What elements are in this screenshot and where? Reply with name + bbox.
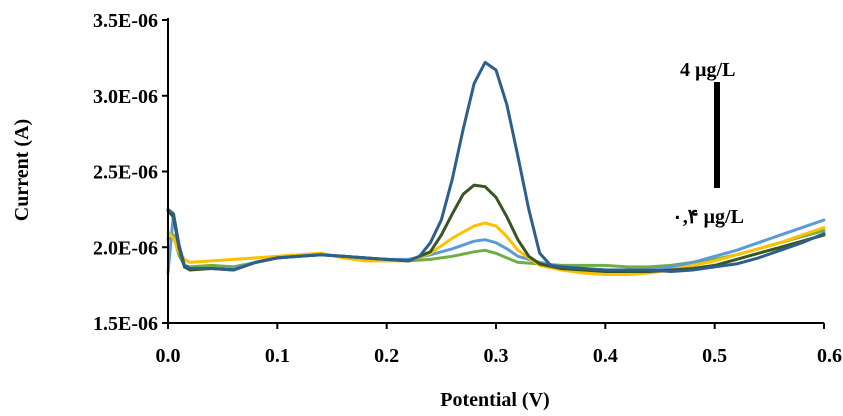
plot-area — [166, 60, 826, 276]
y-tick-label: 3.0E-06 — [93, 86, 158, 108]
y-axis-title: Current (A) — [11, 119, 33, 221]
y-tick-label: 1.5E-06 — [93, 313, 158, 335]
x-axis-title: Potential (V) — [440, 389, 549, 411]
x-tick-label: 0.5 — [702, 345, 727, 367]
y-tick-label: 2.5E-06 — [93, 162, 158, 184]
x-tick-label: 0.4 — [593, 345, 618, 367]
x-tick-label: 0.6 — [817, 345, 842, 367]
axes — [162, 18, 825, 329]
x-tick-label: 0.2 — [374, 345, 399, 367]
y-tick-label: 2.0E-06 — [93, 237, 158, 259]
x-tick-labels: 0.0 0.1 0.2 0.3 0.4 0.5 0.6 — [156, 345, 843, 367]
annotation-top-concentration: 4 µg/L — [680, 59, 735, 81]
y-tick-label: 3.5E-06 — [93, 10, 158, 32]
series-line-3 — [166, 221, 826, 276]
x-tick-label: 0.1 — [265, 345, 290, 367]
series-line-5 — [166, 60, 826, 273]
x-tick-label: 0.0 — [156, 345, 181, 367]
y-tick-labels: 1.5E-06 2.0E-06 2.5E-06 3.0E-06 3.5E-06 — [93, 10, 158, 335]
annotation-bottom-concentration: ۰,۴ µg/L — [672, 206, 744, 228]
x-tick-label: 0.3 — [484, 345, 509, 367]
